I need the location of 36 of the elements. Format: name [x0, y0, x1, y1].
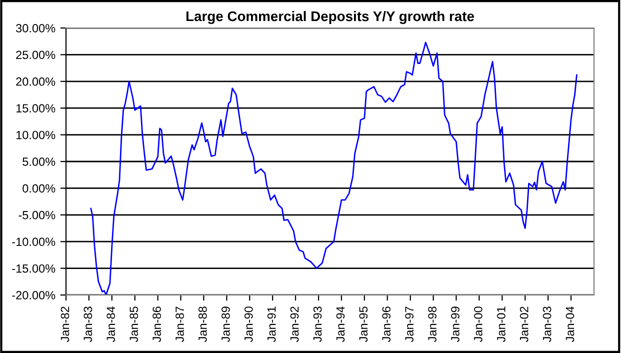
x-tick-label: Jan-99: [451, 306, 460, 342]
x-tick-label: Jan-84: [106, 306, 116, 342]
y-tick-label: 0.00%: [22, 184, 56, 193]
chart-title: Large Commercial Deposits Y/Y growth rate: [186, 10, 474, 24]
x-tick-label: Jan-93: [313, 306, 322, 342]
x-tick-label: Jan-98: [428, 306, 436, 342]
x-tick-label: Jan-86: [152, 306, 161, 342]
x-tick-label: Jan-00: [474, 306, 482, 342]
y-tick-label: -20.00%: [12, 291, 56, 300]
x-tick-label: Jan-97: [405, 306, 414, 342]
y-tick-label: -15.00%: [12, 264, 56, 273]
y-tick-label: 30.00%: [16, 24, 56, 32]
x-tick-label: Jan-90: [244, 306, 253, 342]
x-tick-label: Jan-85: [130, 306, 138, 342]
y-tick-label: 20.00%: [16, 77, 56, 86]
x-tick-label: Jan-91: [267, 306, 276, 342]
x-tick-label: Jan-04: [566, 306, 574, 342]
x-tick-label: Jan-96: [382, 306, 391, 342]
y-tick-label: 15.00%: [16, 104, 56, 112]
y-tick-label: 10.00%: [16, 130, 56, 140]
x-tick-label: Jan-82: [60, 306, 70, 342]
x-tick-label: Jan-88: [198, 306, 207, 342]
y-tick-label: 25.00%: [16, 50, 56, 60]
x-tick-label: Jan-94: [336, 306, 345, 342]
x-tick-label: Jan-95: [359, 306, 368, 342]
x-tick-label: Jan-83: [84, 306, 92, 342]
y-tick-label: -10.00%: [12, 238, 56, 246]
y-tick-label: 5.00%: [22, 158, 56, 166]
y-tick-label: -5.00%: [18, 210, 56, 220]
x-tick-label: Jan-02: [520, 306, 528, 342]
x-tick-label: Jan-01: [496, 306, 506, 342]
line-series: [90, 42, 578, 295]
x-tick-label: Jan-03: [542, 306, 552, 342]
x-tick-label: Jan-92: [290, 306, 299, 342]
x-tick-label: Jan-87: [176, 306, 184, 342]
x-tick-label: Jan-89: [222, 306, 230, 342]
